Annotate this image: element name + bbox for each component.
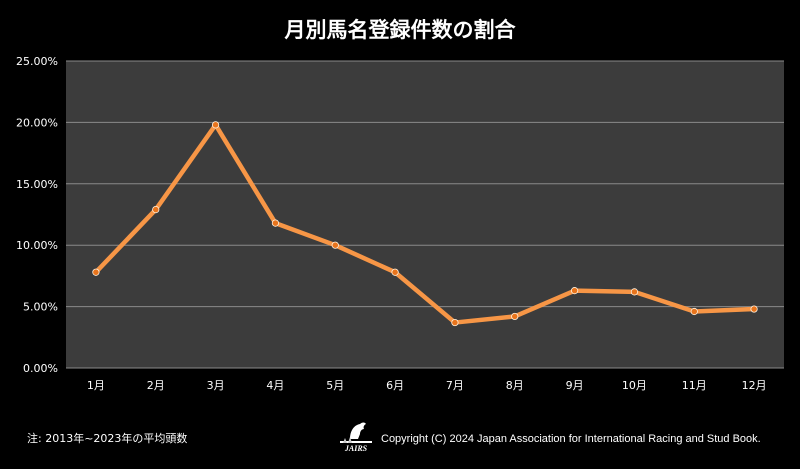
copyright-text: Copyright (C) 2024 Japan Association for… (381, 433, 761, 445)
x-tick-label: 9月 (566, 379, 584, 392)
data-point (511, 312, 519, 321)
x-tick-label: 2月 (147, 379, 165, 392)
y-tick-label: 15.00% (16, 178, 58, 191)
x-tick-label: 8月 (506, 379, 524, 392)
y-axis-ticks: 0.00% 5.00% 10.00% 15.00% 20.00% 25.00% (16, 55, 58, 375)
data-point (92, 268, 100, 276)
x-tick-label: 4月 (266, 379, 284, 392)
gridlines (66, 60, 784, 369)
x-tick-label: 10月 (622, 379, 647, 392)
y-tick-label: 25.00% (16, 55, 58, 68)
chart-title: 月別馬名登録件数の割合 (284, 18, 516, 42)
data-point (391, 268, 399, 276)
x-tick-label: 7月 (446, 379, 464, 392)
data-point (331, 241, 339, 249)
data-point (451, 318, 459, 327)
data-point (152, 205, 160, 214)
data-point (211, 121, 220, 129)
x-tick-label: 1月 (87, 379, 105, 392)
plot-area (66, 61, 784, 368)
data-point (570, 287, 579, 295)
y-tick-label: 20.00% (16, 116, 58, 129)
jairs-logo: JAIRS (340, 422, 372, 453)
x-tick-label: 5月 (326, 379, 344, 392)
data-point (690, 307, 698, 316)
data-point (271, 219, 280, 227)
x-tick-label: 3月 (207, 379, 225, 392)
series-group (92, 121, 758, 327)
x-axis-ticks: 1月 2月 3月 4月 5月 6月 7月 8月 9月 10月 11月 12月 (87, 379, 767, 392)
x-tick-label: 11月 (682, 379, 707, 392)
y-tick-label: 5.00% (23, 301, 58, 314)
data-point (750, 305, 758, 313)
logo-text: JAIRS (344, 444, 368, 453)
x-tick-label: 12月 (742, 379, 767, 392)
series-line (94, 122, 755, 325)
footnote: 注: 2013年~2023年の平均頭数 (27, 432, 188, 445)
data-point (630, 288, 639, 296)
y-tick-label: 10.00% (16, 239, 58, 252)
y-tick-label: 0.00% (23, 362, 58, 375)
x-tick-label: 6月 (386, 379, 404, 392)
